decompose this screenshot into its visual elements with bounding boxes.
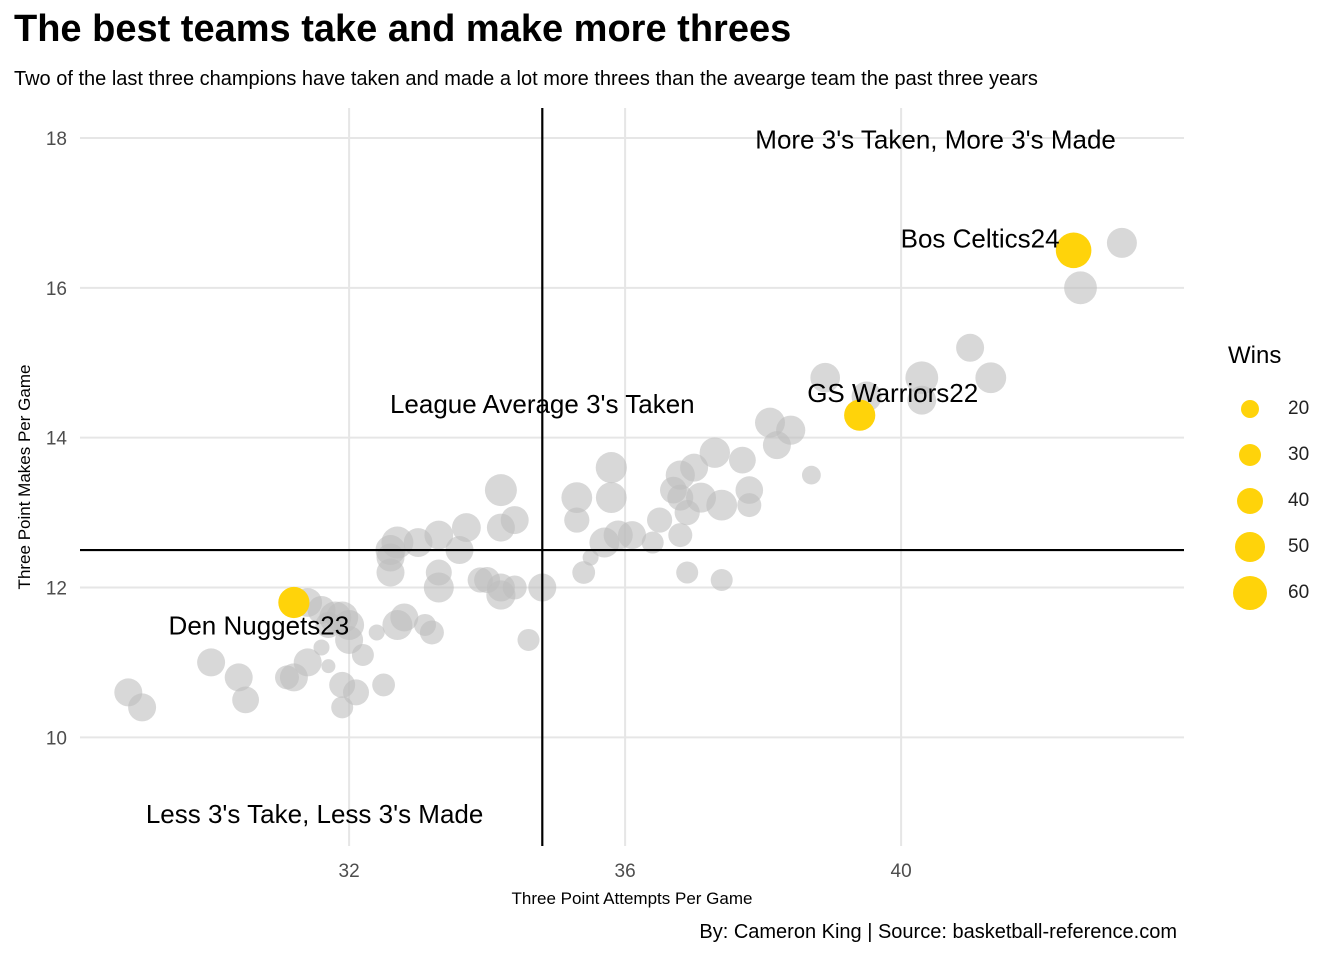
team-point (680, 453, 709, 482)
team-point (1106, 227, 1137, 258)
y-tick-label: 14 (46, 429, 68, 450)
team-point (232, 686, 259, 714)
chart-subtitle: Two of the last three champions have tak… (14, 68, 1038, 90)
team-point (502, 575, 527, 600)
x-tick-label: 40 (891, 861, 912, 882)
team-point (595, 452, 627, 484)
team-point (484, 474, 517, 507)
quadrant-label: More 3's Taken, More 3's Made (755, 124, 1116, 154)
team-point (500, 506, 529, 535)
team-point (618, 521, 646, 550)
champion-label: GS Warriors22 (807, 378, 978, 408)
team-point (561, 482, 593, 514)
legend-label: 50 (1288, 536, 1310, 557)
team-point (975, 362, 1007, 394)
team-point (197, 648, 226, 677)
legend-size-dot (1239, 444, 1261, 466)
team-point (737, 493, 762, 518)
axes: 32 36 40 10 12 14 16 18 Three Point Attempts Per… (15, 129, 912, 908)
legend-label: 40 (1288, 490, 1310, 511)
team-point (674, 499, 700, 526)
team-point (907, 385, 937, 415)
team-point (275, 665, 299, 690)
legend-item: 60 (1228, 570, 1309, 616)
legend-title: Wins (1228, 342, 1282, 369)
champion-point (1055, 232, 1092, 269)
y-tick-label: 12 (46, 579, 67, 600)
team-point (376, 558, 405, 587)
team-point (729, 446, 756, 474)
chart-caption: By: Cameron King | Source: basketball-re… (699, 921, 1177, 943)
team-point (802, 465, 821, 485)
size-legend: Wins 20 30 40 50 60 (1228, 342, 1309, 616)
legend-item: 20 (1228, 386, 1309, 432)
team-point (331, 696, 354, 719)
y-tick-label: 18 (46, 129, 67, 150)
y-tick-label: 16 (46, 279, 67, 300)
reference-lines (80, 108, 1184, 846)
team-point (343, 679, 369, 706)
team-point (1064, 271, 1097, 305)
team-point (372, 673, 395, 697)
champion-label: Bos Celtics24 (901, 223, 1060, 253)
quadrant-label: Less 3's Take, Less 3's Made (146, 799, 484, 829)
team-point (517, 628, 540, 651)
team-point (128, 693, 157, 722)
legend-label: 20 (1288, 398, 1310, 419)
team-point (572, 561, 596, 584)
legend-item: 40 (1228, 478, 1309, 524)
quadrant-label: League Average 3's Taken (390, 389, 695, 419)
team-point (595, 482, 627, 514)
team-point (710, 569, 733, 592)
team-point (699, 437, 730, 468)
team-point (390, 603, 419, 632)
team-point (956, 333, 985, 362)
team-point (467, 567, 493, 593)
grid-lines (80, 108, 1184, 846)
y-tick-label: 10 (46, 728, 67, 749)
team-point (452, 513, 481, 542)
team-point (315, 611, 342, 638)
legend-item: 30 (1228, 432, 1309, 478)
legend-size-dot (1241, 400, 1259, 418)
champion-point (844, 399, 876, 431)
team-point (647, 507, 673, 533)
team-point (905, 361, 939, 395)
team-point (403, 528, 433, 557)
team-point (762, 431, 791, 460)
legend-size-dot (1235, 532, 1265, 562)
team-point (368, 624, 385, 641)
x-tick-label: 32 (339, 861, 360, 882)
team-point (414, 613, 436, 636)
team-point (582, 549, 599, 566)
team-point (676, 561, 699, 584)
team-point (425, 559, 452, 586)
x-tick-label: 36 (615, 861, 636, 882)
legend-size-dot (1237, 488, 1263, 514)
legend-label: 30 (1288, 444, 1310, 465)
team-point (641, 531, 664, 554)
y-axis-title: Three Point Makes Per Game (15, 365, 34, 590)
legend-item: 50 (1228, 524, 1309, 570)
x-axis-title: Three Point Attempts Per Game (512, 889, 753, 908)
team-point (810, 362, 840, 393)
team-point (321, 659, 336, 674)
legend-size-dot (1233, 576, 1267, 610)
team-point (313, 639, 330, 656)
annotations: Bos Celtics24 GS Warriors22 Den Nuggets23 M… (146, 124, 1116, 828)
champion-label: Den Nuggets23 (169, 610, 350, 640)
chart-title: The best teams take and make more threes (14, 8, 792, 50)
team-point (351, 643, 374, 666)
team-point (224, 663, 253, 692)
team-point (668, 523, 693, 548)
champion-point (278, 586, 310, 619)
legend-label: 60 (1288, 582, 1310, 603)
team-point (564, 507, 590, 533)
